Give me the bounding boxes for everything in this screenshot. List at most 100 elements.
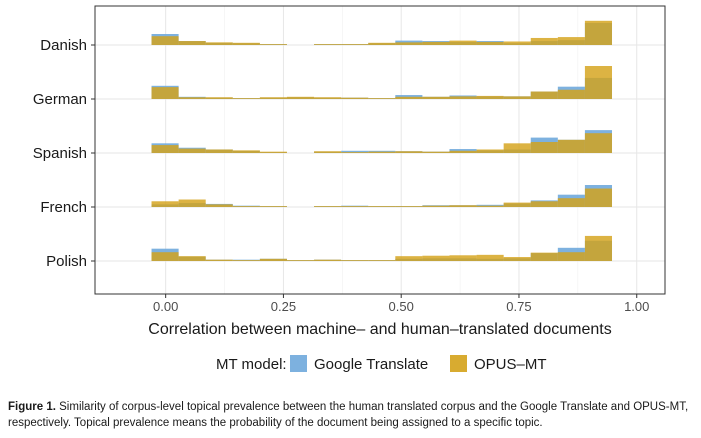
- bar-german-opus-bin-1: [178, 97, 206, 99]
- bar-polish-opus-bin-7: [341, 260, 369, 261]
- bar-polish-opus-bin-4: [259, 258, 287, 261]
- legend: MT model: Google Translate OPUS–MT: [216, 355, 547, 373]
- bar-danish-opus-bin-9: [395, 42, 423, 45]
- bar-french-opus-bin-16: [584, 188, 613, 207]
- x-tick-label: 0.75: [506, 299, 531, 314]
- bar-french-opus-bin-4: [259, 206, 287, 207]
- bar-french-opus-bin-10: [422, 205, 450, 207]
- legend-swatch-google: [290, 355, 307, 372]
- bar-german-opus-bin-3: [232, 98, 260, 99]
- bar-german-opus-bin-16: [584, 66, 613, 99]
- bar-polish-opus-bin-8: [368, 260, 396, 261]
- bar-french-opus-bin-8: [368, 206, 396, 207]
- bar-french-opus-bin-7: [341, 206, 369, 207]
- bar-german-opus-bin-4: [259, 97, 287, 99]
- bar-spanish-opus-bin-8: [368, 151, 396, 153]
- bar-danish-opus-bin-0: [151, 36, 179, 45]
- bar-german-opus-bin-9: [395, 96, 423, 99]
- x-axis: 0.00 0.25 0.50 0.75 1.00: [153, 294, 649, 314]
- y-tick-label-german: German: [33, 91, 87, 108]
- bar-danish-opus-bin-11: [449, 40, 477, 45]
- bar-spanish-opus-bin-1: [178, 148, 206, 153]
- bar-polish-opus-bin-15: [557, 252, 585, 261]
- legend-label-opus: OPUS–MT: [474, 356, 547, 373]
- bar-spanish-google-bin-7: [341, 150, 369, 153]
- bar-danish-opus-bin-14: [530, 37, 558, 45]
- bar-spanish-opus-bin-2: [205, 149, 233, 153]
- bar-polish-opus-bin-1: [178, 256, 206, 261]
- caption-label: Figure 1.: [8, 401, 56, 413]
- plot-border: [94, 5, 666, 295]
- bar-polish-opus-bin-11: [449, 255, 477, 261]
- bar-french-opus-bin-11: [449, 205, 477, 207]
- bar-german-opus-bin-15: [557, 89, 585, 99]
- bar-spanish-opus-bin-10: [422, 151, 450, 153]
- bar-danish-opus-bin-3: [232, 42, 260, 45]
- bar-spanish-opus-bin-16: [584, 133, 613, 153]
- bar-polish-opus-bin-13: [503, 257, 531, 261]
- bar-spanish-opus-bin-12: [476, 149, 504, 153]
- x-tick-label: 1.00: [624, 299, 649, 314]
- bar-spanish-opus-bin-13: [503, 143, 531, 153]
- bar-danish-opus-bin-6: [314, 44, 342, 45]
- x-axis-title: Correlation between machine– and human–t…: [148, 321, 611, 338]
- bar-french-opus-bin-0: [151, 201, 179, 207]
- bar-polish-opus-bin-5: [286, 260, 315, 261]
- bar-danish-opus-bin-15: [557, 37, 585, 45]
- bar-polish-opus-bin-9: [395, 256, 423, 261]
- bar-german-opus-bin-8: [368, 98, 396, 99]
- bar-spanish-opus-bin-11: [449, 150, 477, 153]
- bar-german-opus-bin-13: [503, 96, 531, 99]
- bar-german-opus-bin-6: [314, 97, 342, 99]
- bar-danish-opus-bin-7: [341, 44, 369, 45]
- bar-danish-opus-bin-2: [205, 42, 233, 45]
- bar-french-opus-bin-12: [476, 205, 504, 207]
- bar-polish-opus-bin-14: [530, 252, 558, 261]
- y-tick-label-polish: Polish: [46, 253, 87, 270]
- y-axis: Danish German Spanish French Polish: [33, 37, 95, 270]
- bar-german-opus-bin-0: [151, 87, 179, 99]
- legend-title: MT model:: [216, 356, 287, 373]
- x-tick-label: 0.25: [271, 299, 296, 314]
- bar-spanish-opus-bin-0: [151, 145, 179, 153]
- bar-polish-opus-bin-3: [232, 260, 260, 261]
- bar-german-opus-bin-7: [341, 97, 369, 99]
- bar-polish-opus-bin-2: [205, 259, 233, 261]
- caption-text: Similarity of corpus-level topical preva…: [8, 401, 689, 429]
- bar-danish-opus-bin-16: [584, 20, 613, 45]
- y-tick-label-spanish: Spanish: [33, 145, 87, 162]
- y-tick-label-french: French: [40, 199, 87, 216]
- bar-danish-opus-bin-12: [476, 41, 504, 45]
- bar-polish-opus-bin-10: [422, 255, 450, 261]
- bar-german-opus-bin-5: [286, 96, 315, 99]
- figure-caption: Figure 1. Similarity of corpus-level top…: [8, 399, 698, 431]
- bar-german-opus-bin-10: [422, 96, 450, 99]
- y-tick-label-danish: Danish: [40, 37, 87, 54]
- bar-danish-opus-bin-1: [178, 41, 206, 45]
- bar-french-opus-bin-3: [232, 206, 260, 207]
- legend-swatch-opus: [450, 355, 467, 372]
- bar-german-opus-bin-14: [530, 91, 558, 99]
- bar-polish-opus-bin-12: [476, 254, 504, 261]
- bar-danish-opus-bin-10: [422, 41, 450, 45]
- x-tick-label: 0.00: [153, 299, 178, 314]
- histogram-figure: Danish German Spanish French Polish 0.00 0.25…: [33, 5, 666, 373]
- bar-french-opus-bin-9: [395, 206, 423, 207]
- bar-danish-opus-bin-8: [368, 42, 396, 45]
- x-tick-label: 0.50: [389, 299, 414, 314]
- bar-french-opus-bin-2: [205, 204, 233, 207]
- bar-spanish-opus-bin-7: [341, 152, 369, 153]
- bar-spanish-opus-bin-9: [395, 151, 423, 153]
- bar-french-opus-bin-6: [314, 206, 342, 207]
- bar-polish-opus-bin-6: [314, 259, 342, 261]
- bar-french-opus-bin-15: [557, 198, 585, 207]
- bar-german-opus-bin-12: [476, 95, 504, 99]
- bar-spanish-opus-bin-6: [314, 151, 342, 153]
- bar-german-opus-bin-11: [449, 96, 477, 99]
- bar-polish-opus-bin-0: [151, 252, 179, 261]
- bar-spanish-opus-bin-3: [232, 150, 260, 153]
- bar-danish-opus-bin-4: [259, 44, 287, 45]
- bar-spanish-opus-bin-4: [259, 151, 287, 153]
- bar-french-opus-bin-14: [530, 201, 558, 207]
- bar-danish-opus-bin-13: [503, 41, 531, 45]
